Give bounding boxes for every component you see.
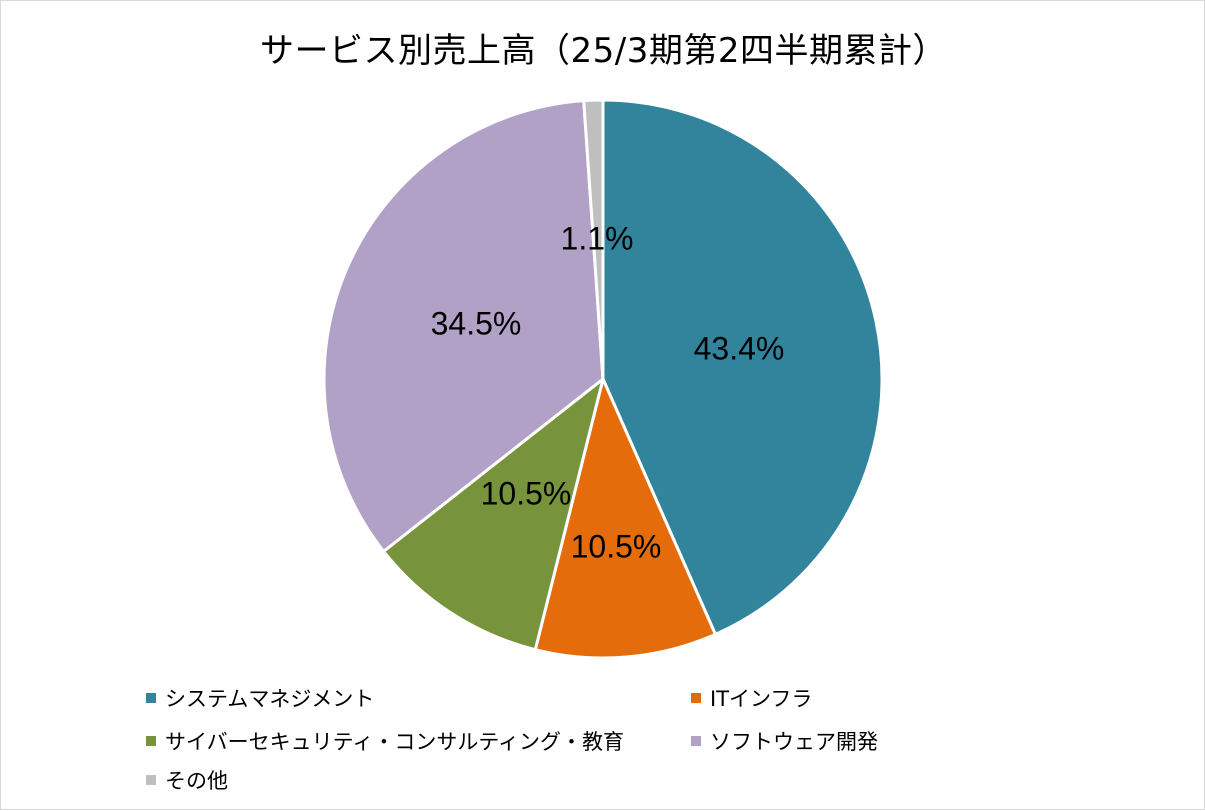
chart-title: サービス別売上高（25/3期第2四半期累計） — [260, 31, 947, 71]
legend-label: サイバーセキュリティ・コンサルティング・教育 — [165, 730, 625, 754]
legend-swatch — [691, 736, 701, 746]
pie-slice — [601, 98, 884, 636]
legend-swatch — [146, 693, 156, 703]
data-label: 10.5% — [481, 475, 572, 511]
legend-item-cyber-security: サイバーセキュリティ・コンサルティング・教育 — [146, 726, 624, 756]
legend-swatch — [691, 693, 701, 703]
pie-slice — [582, 98, 605, 381]
legend-label: ITインフラ — [710, 687, 813, 711]
legend-item-it-infrastructure: ITインフラ — [691, 683, 812, 713]
pie-slice — [533, 377, 717, 660]
data-label: 43.4% — [694, 330, 785, 366]
legend-swatch — [146, 775, 156, 785]
pie-slice — [382, 377, 605, 652]
legend-item-software-development: ソフトウェア開発 — [691, 726, 878, 756]
legend-item-system-management: システムマネジメント — [146, 683, 374, 713]
legend-label: ソフトウェア開発 — [710, 730, 878, 754]
legend-label: その他 — [165, 769, 228, 793]
data-label: 10.5% — [571, 528, 662, 564]
legend-item-other: その他 — [146, 765, 228, 795]
data-label: 34.5% — [431, 305, 522, 341]
data-label: 1.1% — [561, 220, 634, 256]
legend-label: システムマネジメント — [165, 687, 375, 711]
legend-swatch — [146, 736, 156, 746]
pie-slice — [322, 99, 605, 553]
